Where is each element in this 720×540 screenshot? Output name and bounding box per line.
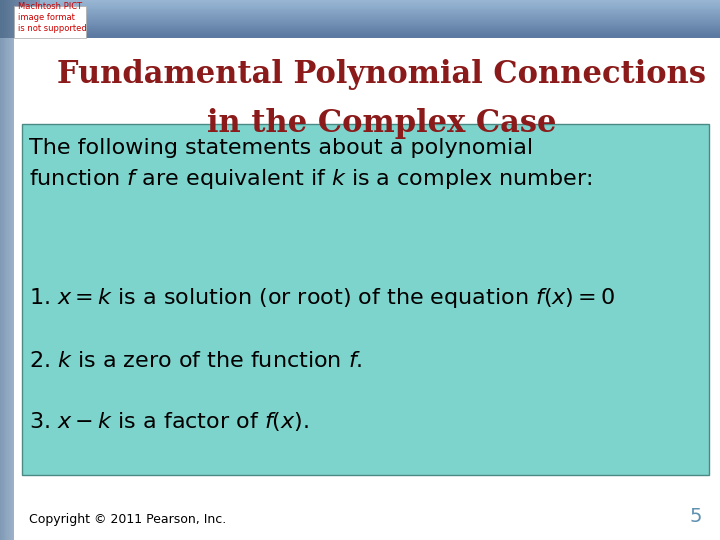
Bar bbox=[0, 28, 720, 29]
Bar bbox=[9, 38, 11, 540]
Bar bbox=[0, 31, 720, 32]
Bar bbox=[0, 29, 720, 30]
Bar bbox=[22, 124, 709, 475]
Bar bbox=[4, 38, 5, 540]
Bar bbox=[22, 0, 24, 38]
Bar bbox=[14, 38, 15, 540]
Text: 5: 5 bbox=[690, 508, 702, 526]
Bar bbox=[7, 38, 9, 540]
Bar bbox=[0, 16, 720, 18]
Bar bbox=[1, 38, 3, 540]
Bar bbox=[20, 0, 22, 38]
Bar bbox=[0, 19, 720, 21]
Bar bbox=[0, 10, 720, 11]
Text: 2. $k$ is a zero of the function $f$.: 2. $k$ is a zero of the function $f$. bbox=[29, 351, 362, 371]
Text: The following statements about a polynomial
function $f$ are equivalent if $k$ i: The following statements about a polynom… bbox=[29, 138, 592, 191]
Bar bbox=[14, 0, 17, 38]
Bar bbox=[0, 31, 720, 33]
Bar bbox=[6, 38, 8, 540]
Bar bbox=[0, 30, 720, 31]
Bar bbox=[0, 15, 720, 16]
Bar bbox=[0, 36, 720, 38]
Bar bbox=[36, 0, 38, 38]
Bar bbox=[0, 20, 720, 22]
Bar bbox=[10, 0, 13, 38]
Bar bbox=[0, 24, 720, 25]
Bar bbox=[0, 36, 720, 37]
Bar bbox=[9, 38, 10, 540]
Bar bbox=[0, 3, 720, 5]
Bar bbox=[32, 0, 35, 38]
Bar bbox=[11, 38, 12, 540]
Text: 1. $x = k$ is a solution (or root) of the equation $f(x) = 0$: 1. $x = k$ is a solution (or root) of th… bbox=[29, 286, 616, 310]
Text: 3. $x - k$ is a factor of $f(x)$.: 3. $x - k$ is a factor of $f(x)$. bbox=[29, 410, 309, 434]
Bar bbox=[0, 27, 720, 29]
Bar bbox=[10, 38, 12, 540]
Bar bbox=[0, 38, 1, 540]
Bar bbox=[6, 38, 7, 540]
Bar bbox=[0, 5, 720, 6]
Bar bbox=[0, 18, 720, 20]
Text: Fundamental Polynomial Connections: Fundamental Polynomial Connections bbox=[57, 59, 706, 90]
Bar bbox=[0, 23, 720, 25]
Text: in the Complex Case: in the Complex Case bbox=[207, 108, 557, 139]
Bar bbox=[0, 8, 720, 10]
Bar bbox=[27, 0, 30, 38]
Bar bbox=[0, 26, 720, 28]
Bar bbox=[2, 38, 4, 540]
Bar bbox=[30, 0, 32, 38]
Bar bbox=[0, 14, 720, 15]
Bar bbox=[0, 9, 720, 10]
Bar bbox=[0, 32, 720, 34]
Bar bbox=[0, 4, 720, 6]
Bar bbox=[6, 0, 9, 38]
Bar bbox=[0, 22, 720, 24]
Bar bbox=[4, 38, 6, 540]
Bar bbox=[3, 38, 4, 540]
Bar bbox=[0, 17, 720, 19]
Bar bbox=[0, 13, 720, 14]
Bar bbox=[12, 38, 13, 540]
Bar bbox=[2, 0, 4, 38]
Bar bbox=[37, 0, 40, 38]
Bar bbox=[34, 0, 36, 38]
Bar bbox=[0, 0, 3, 38]
Bar bbox=[0, 35, 720, 36]
Bar bbox=[13, 38, 14, 540]
Bar bbox=[0, 0, 720, 1]
Bar bbox=[24, 0, 27, 38]
Bar bbox=[26, 0, 29, 38]
Bar bbox=[0, 2, 720, 3]
Bar bbox=[0, 6, 720, 8]
Bar bbox=[0, 16, 720, 17]
Bar bbox=[0, 7, 720, 9]
Text: MacIntosh PICT
image format
is not supported: MacIntosh PICT image format is not suppo… bbox=[18, 2, 86, 33]
Bar bbox=[12, 0, 14, 38]
Text: Copyright © 2011 Pearson, Inc.: Copyright © 2011 Pearson, Inc. bbox=[29, 514, 226, 526]
Bar bbox=[18, 0, 20, 38]
Bar bbox=[16, 0, 19, 38]
Bar bbox=[0, 33, 720, 35]
Bar bbox=[0, 2, 720, 4]
Bar bbox=[4, 0, 6, 38]
Bar bbox=[0, 1, 720, 2]
Bar bbox=[5, 38, 6, 540]
Bar bbox=[8, 0, 11, 38]
Bar bbox=[14, 6, 86, 38]
Bar bbox=[0, 11, 720, 12]
Bar bbox=[8, 38, 9, 540]
Bar bbox=[0, 25, 720, 26]
Bar bbox=[12, 38, 14, 540]
Bar bbox=[1, 38, 2, 540]
Bar bbox=[0, 21, 720, 23]
Bar bbox=[0, 12, 720, 13]
